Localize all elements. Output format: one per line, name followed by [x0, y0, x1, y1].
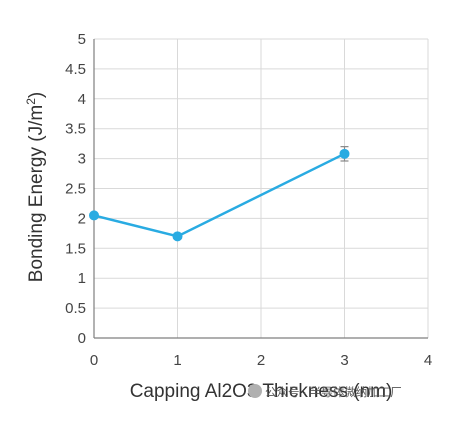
data-point [172, 231, 183, 242]
y-axis-title-close: ) [26, 92, 47, 98]
grid [94, 38, 429, 338]
x-tick-label: 0 [90, 352, 98, 369]
y-tick-labels: 0 0.5 1 1.5 2 2.5 3 3.5 4 4.5 5 [65, 31, 86, 347]
series [89, 146, 350, 242]
series-line [93, 152, 346, 238]
data-point [339, 148, 350, 159]
axes [93, 39, 428, 339]
x-tick-labels: 0 1 2 3 4 [90, 352, 432, 369]
y-tick-label: 1 [78, 270, 86, 287]
x-tick-label: 2 [257, 352, 265, 369]
y-tick-label: 2.5 [65, 181, 86, 198]
y-tick-label: 0.5 [65, 300, 86, 317]
y-tick-label: 1.5 [65, 240, 86, 257]
watermark-text: 公众号 · 半导体微纳加工厂 [265, 387, 402, 399]
y-tick-label: 3.5 [65, 121, 86, 138]
x-tick-label: 3 [340, 352, 348, 369]
y-tick-label: 4.5 [65, 61, 86, 78]
y-tick-label: 3 [78, 151, 86, 168]
y-tick-label: 5 [78, 31, 86, 48]
wechat-icon [248, 384, 262, 398]
y-tick-label: 4 [78, 91, 86, 108]
y-axis-title-main: Bonding Energy (J/m [26, 105, 47, 282]
y-tick-label: 0 [78, 330, 86, 347]
x-tick-label: 4 [424, 352, 432, 369]
y-axis-title-superscript: 2 [24, 98, 38, 105]
y-axis-title: Bonding Energy (J/m2) [24, 92, 47, 282]
x-tick-label: 1 [173, 352, 181, 369]
watermark: 公众号 · 半导体微纳加工厂 [248, 384, 402, 400]
data-point [89, 210, 99, 221]
y-tick-label: 2 [78, 210, 86, 227]
